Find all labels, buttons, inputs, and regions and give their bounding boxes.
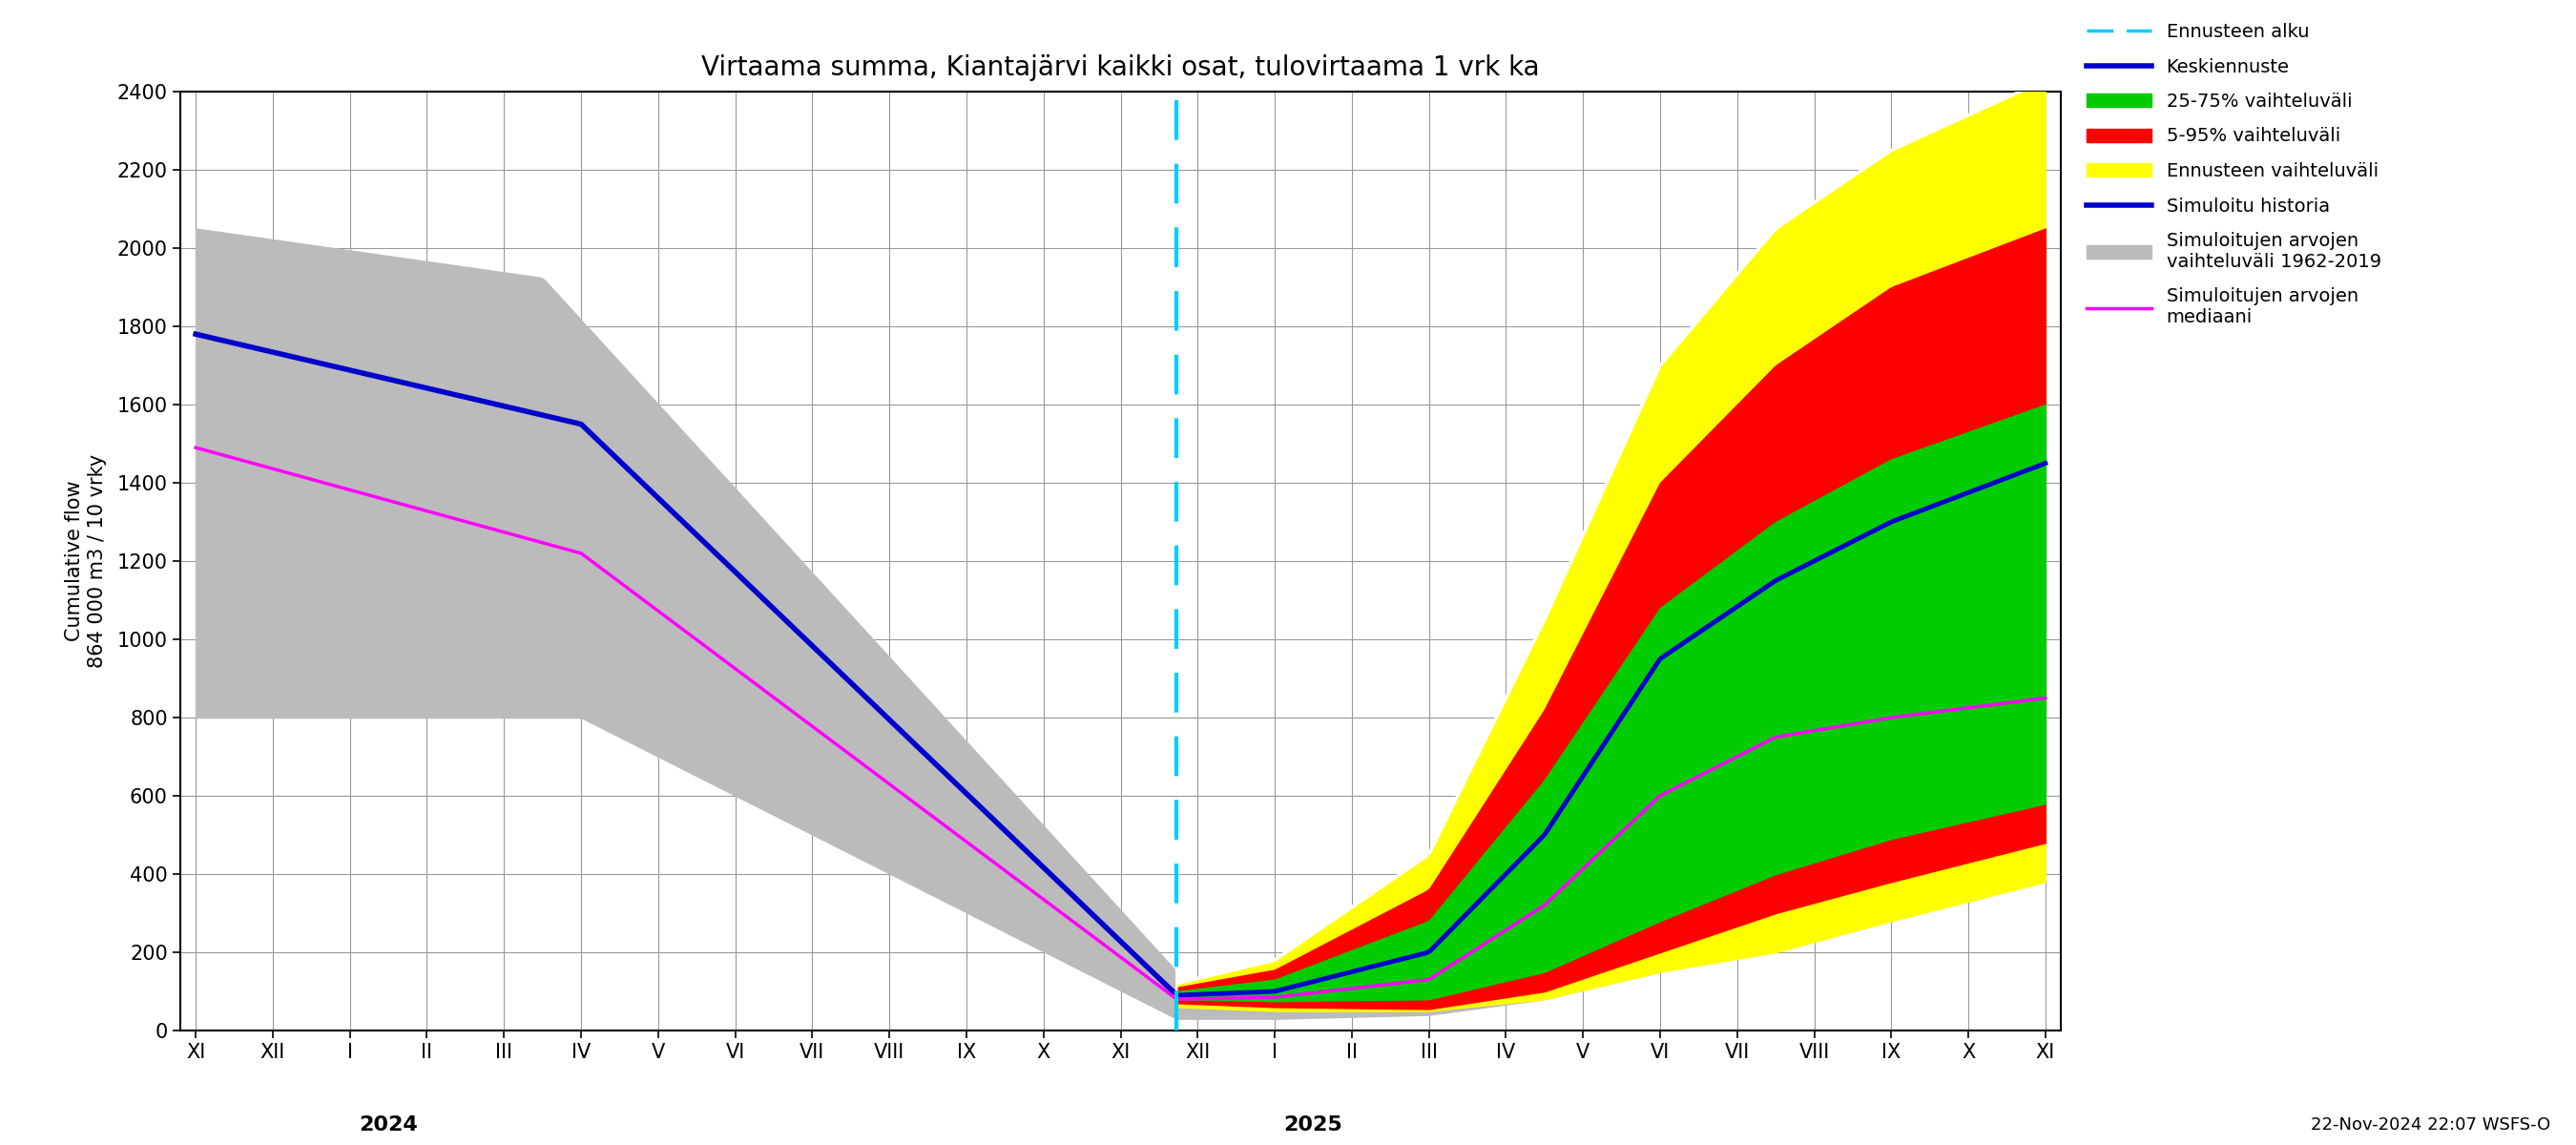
- Y-axis label: Cumulative flow
864 000 m3 / 10 vrky: Cumulative flow 864 000 m3 / 10 vrky: [64, 455, 106, 668]
- Text: 2024: 2024: [358, 1115, 417, 1134]
- Legend: Ennusteen alku, Keskiennuste, 25-75% vaihteluväli, 5-95% vaihteluväli, Ennusteen: Ennusteen alku, Keskiennuste, 25-75% vai…: [2087, 23, 2380, 326]
- Text: 2025: 2025: [1283, 1115, 1342, 1134]
- Text: 22-Nov-2024 22:07 WSFS-O: 22-Nov-2024 22:07 WSFS-O: [2311, 1116, 2550, 1134]
- Title: Virtaama summa, Kiantajärvi kaikki osat, tulovirtaama 1 vrk ka: Virtaama summa, Kiantajärvi kaikki osat,…: [701, 55, 1540, 81]
